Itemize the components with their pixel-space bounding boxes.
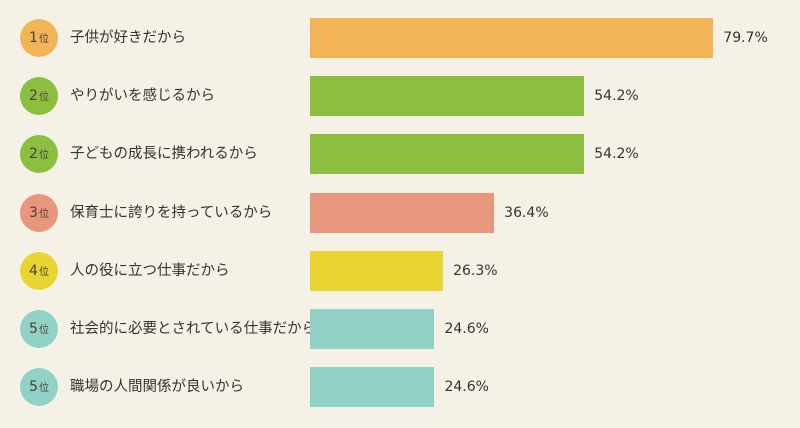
chart-row: 2 位子どもの成長に携われるから 54.2% [0, 134, 800, 174]
chart-row: 4 位人の役に立つ仕事だから 26.3% [0, 251, 800, 291]
rank-number: 3 [29, 205, 38, 221]
rank-suffix: 位 [38, 266, 49, 278]
category-label: 人の役に立つ仕事だから [70, 263, 230, 279]
bar [310, 18, 714, 58]
rank-number: 1 [29, 30, 38, 46]
rank-number: 5 [29, 379, 38, 395]
rank-suffix: 位 [38, 149, 49, 161]
bar [310, 193, 495, 233]
value-label: 26.3% [453, 263, 498, 279]
chart-row: 2 位やりがいを感じるから 54.2% [0, 76, 800, 116]
rank-suffix: 位 [38, 382, 49, 394]
category-label: 保育士に誇りを持っているから [70, 205, 273, 221]
chart-row: 3 位保育士に誇りを持っているから 36.4% [0, 193, 800, 233]
rank-number: 5 [29, 321, 38, 337]
chart-row: 5 位社会的に必要とされている仕事だから 24.6% [0, 309, 800, 349]
chart-row: 5 位職場の人間関係が良いから 24.6% [0, 367, 800, 407]
category-label: 子どもの成長に携われるから [70, 146, 258, 162]
rank-number: 2 [29, 88, 38, 104]
bar [310, 309, 435, 349]
rank-number: 4 [29, 263, 38, 279]
category-label: 職場の人間関係が良いから [70, 379, 244, 395]
rank-number: 2 [29, 146, 38, 162]
bar [310, 134, 585, 174]
value-label: 54.2% [594, 88, 639, 104]
rank-suffix: 位 [38, 208, 49, 220]
value-label: 24.6% [444, 321, 489, 337]
rank-suffix: 位 [38, 324, 49, 336]
value-label: 36.4% [504, 205, 549, 221]
value-label: 24.6% [444, 379, 489, 395]
value-label: 79.7% [723, 30, 768, 46]
category-label: 子供が好きだから [70, 30, 186, 46]
category-label: やりがいを感じるから [70, 88, 215, 104]
category-label: 社会的に必要とされている仕事だから [70, 321, 317, 337]
bar [310, 367, 435, 407]
rank-suffix: 位 [38, 91, 49, 103]
bar [310, 76, 585, 116]
bar [310, 251, 444, 291]
value-label: 54.2% [594, 146, 639, 162]
chart-row: 1 位子供が好きだから 79.7% [0, 18, 800, 58]
rank-suffix: 位 [38, 33, 49, 45]
